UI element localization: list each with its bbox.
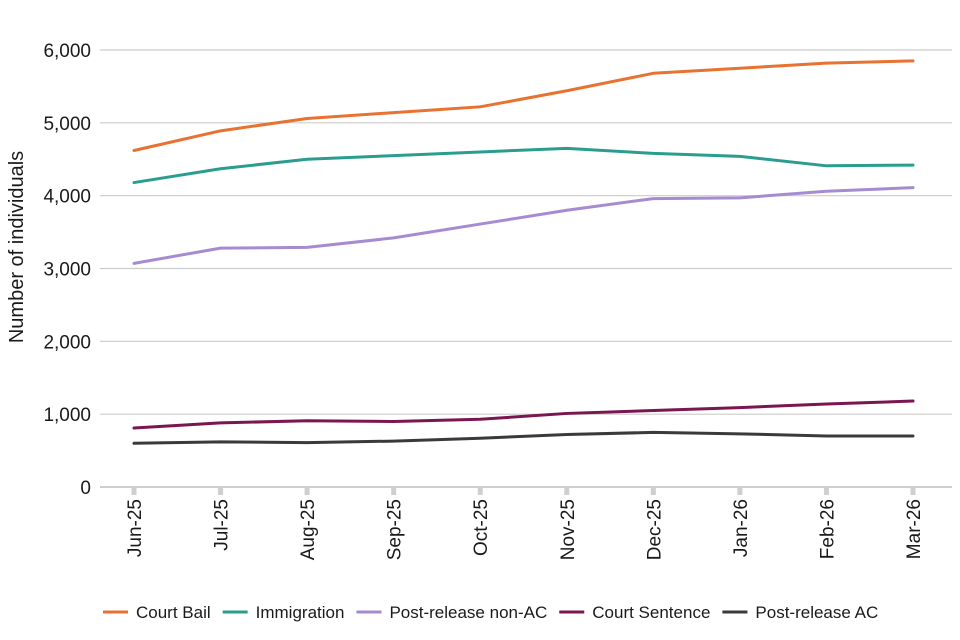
y-tick-label: 4,000: [43, 187, 91, 208]
legend-item-immigration: Immigration: [222, 603, 345, 622]
legend-item-court-bail: Court Bail: [103, 603, 211, 622]
legend-label: Court Bail: [136, 603, 211, 622]
x-axis-tick-labels: Jun-25 Jul-25 Aug-25 Sep-25 Oct-25 Nov-25 Dec-…: [125, 499, 925, 560]
gridlines: [100, 49, 952, 415]
y-tick-label: 1,000: [43, 405, 91, 426]
series-line-post-release-non-ac: [132, 186, 915, 265]
x-tick-label: Feb-26: [817, 499, 838, 559]
legend-label: Post-release non-AC: [389, 603, 547, 622]
x-tick-label: Aug-25: [298, 499, 319, 560]
series-line-court-sentence: [132, 399, 915, 430]
x-tick-label: Mar-26: [904, 499, 925, 559]
y-tick-label: 2,000: [43, 332, 91, 353]
x-tick-label: Jun-25: [125, 499, 146, 557]
y-tick-label: 0: [80, 478, 91, 499]
legend-item-court-sentence: Court Sentence: [559, 603, 710, 622]
series-line-court-bail: [132, 59, 915, 153]
x-axis: [100, 486, 952, 495]
x-tick-label: Nov-25: [558, 499, 579, 560]
y-tick-label: 6,000: [43, 41, 91, 62]
legend-label: Immigration: [256, 603, 345, 622]
series-lines: [132, 59, 915, 445]
y-tick-label: 3,000: [43, 260, 91, 281]
legend-label: Post-release AC: [755, 603, 878, 622]
y-axis-tick-labels: 0 1,000 2,000 3,000 4,000 5,000 6,000: [43, 41, 91, 499]
x-tick-label: Sep-25: [385, 499, 406, 560]
y-tick-label: 5,000: [43, 114, 91, 135]
legend-item-post-release-non-ac: Post-release non-AC: [356, 603, 547, 622]
x-tick-label: Dec-25: [644, 499, 665, 560]
x-tick-label: Oct-25: [471, 499, 492, 556]
series-line-immigration: [132, 146, 915, 185]
x-tick-label: Jan-26: [731, 499, 752, 557]
series-line-post-release-ac: [132, 430, 915, 445]
legend-item-post-release-ac: Post-release AC: [722, 603, 878, 622]
x-tick-label: Jul-25: [212, 499, 233, 551]
legend: Court Bail Immigration Post-release non-AC…: [103, 603, 878, 622]
legend-label: Court Sentence: [592, 603, 710, 622]
y-axis-title: Number of individuals: [6, 151, 28, 343]
